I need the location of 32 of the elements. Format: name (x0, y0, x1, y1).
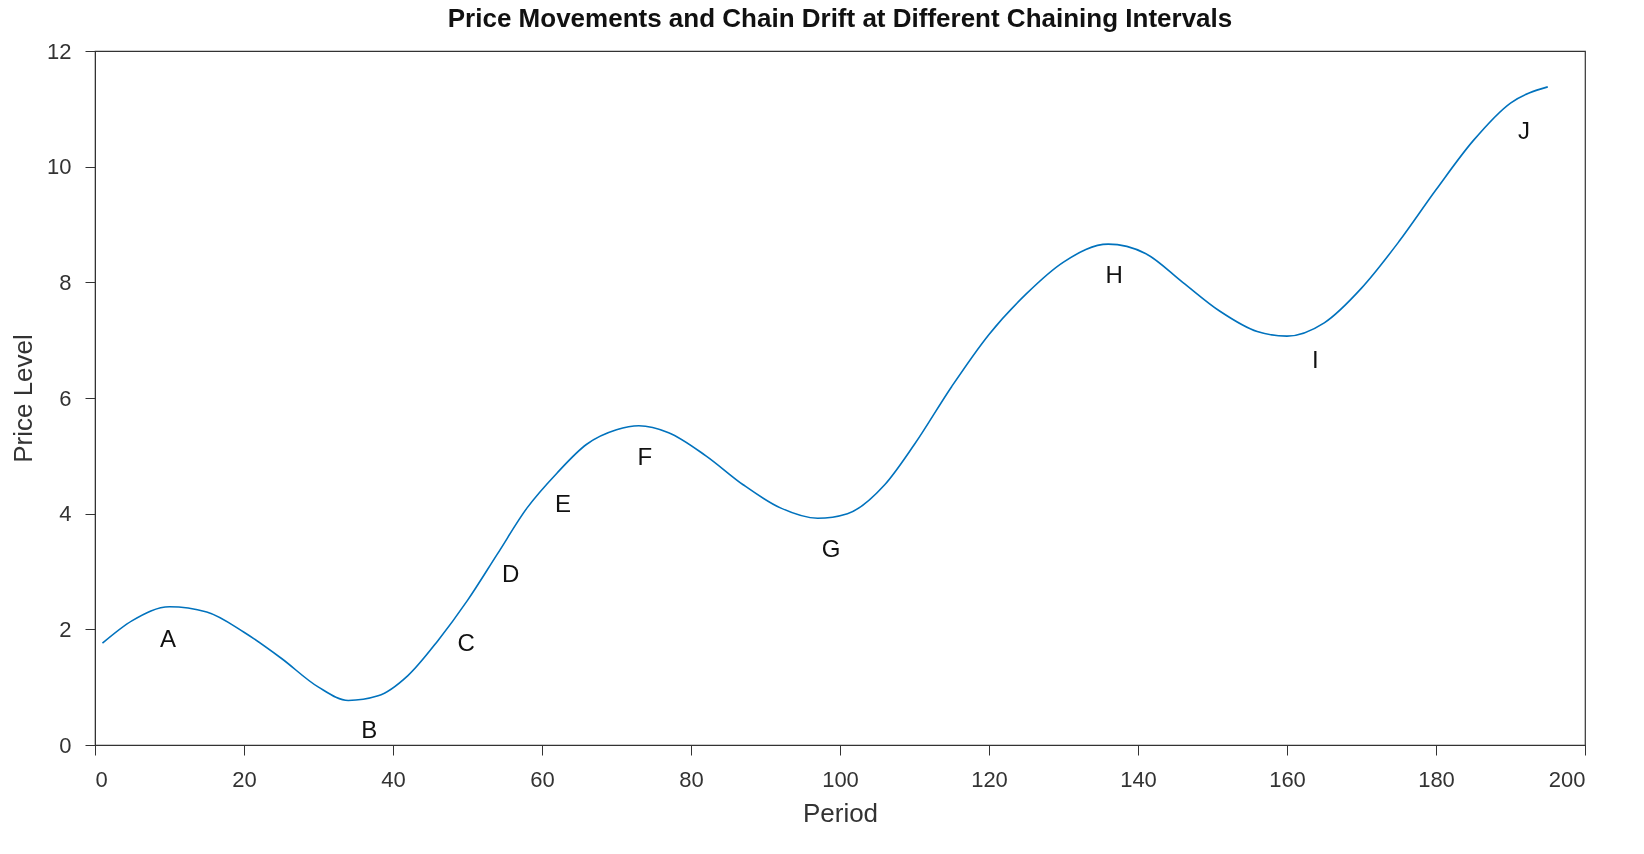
y-tick-label: 2 (59, 616, 72, 642)
x-tick-label: 60 (530, 766, 555, 792)
x-tick-label: 80 (679, 766, 704, 792)
chart-title: Price Movements and Chain Drift at Different Chaining Intervals (447, 3, 1233, 33)
y-tick-label: 12 (47, 38, 72, 64)
y-tick-label: 6 (59, 385, 72, 411)
x-tick-label: 140 (1120, 766, 1157, 792)
x-tick-label: 160 (1269, 766, 1306, 792)
y-tick-label: 8 (59, 269, 72, 295)
annotation: B (361, 716, 378, 744)
y-tick-label: 10 (47, 154, 72, 180)
annotation: C (457, 628, 475, 656)
line-series (101, 86, 1549, 702)
annotation: H (1105, 261, 1123, 289)
x-tick-label: 120 (971, 766, 1008, 792)
x-tick-label: 40 (381, 766, 406, 792)
x-tick-label: 180 (1418, 766, 1455, 792)
annotation: J (1517, 117, 1530, 145)
annotation: G (821, 535, 841, 563)
annotation: E (554, 490, 571, 518)
x-tick-label: 0 (95, 766, 108, 792)
annotation: F (637, 442, 653, 470)
x-tick-label: 20 (232, 766, 257, 792)
y-tick-label: 0 (59, 732, 72, 758)
annotation: A (160, 624, 177, 652)
annotation: I (1312, 345, 1319, 373)
x-tick-label: 200 (1548, 766, 1586, 792)
y-axis-title: Price Level (8, 334, 39, 463)
annotation: D (502, 559, 520, 587)
x-axis-title: Period (802, 797, 879, 828)
y-tick-label: 4 (59, 501, 72, 527)
x-tick-label: 100 (822, 766, 859, 792)
